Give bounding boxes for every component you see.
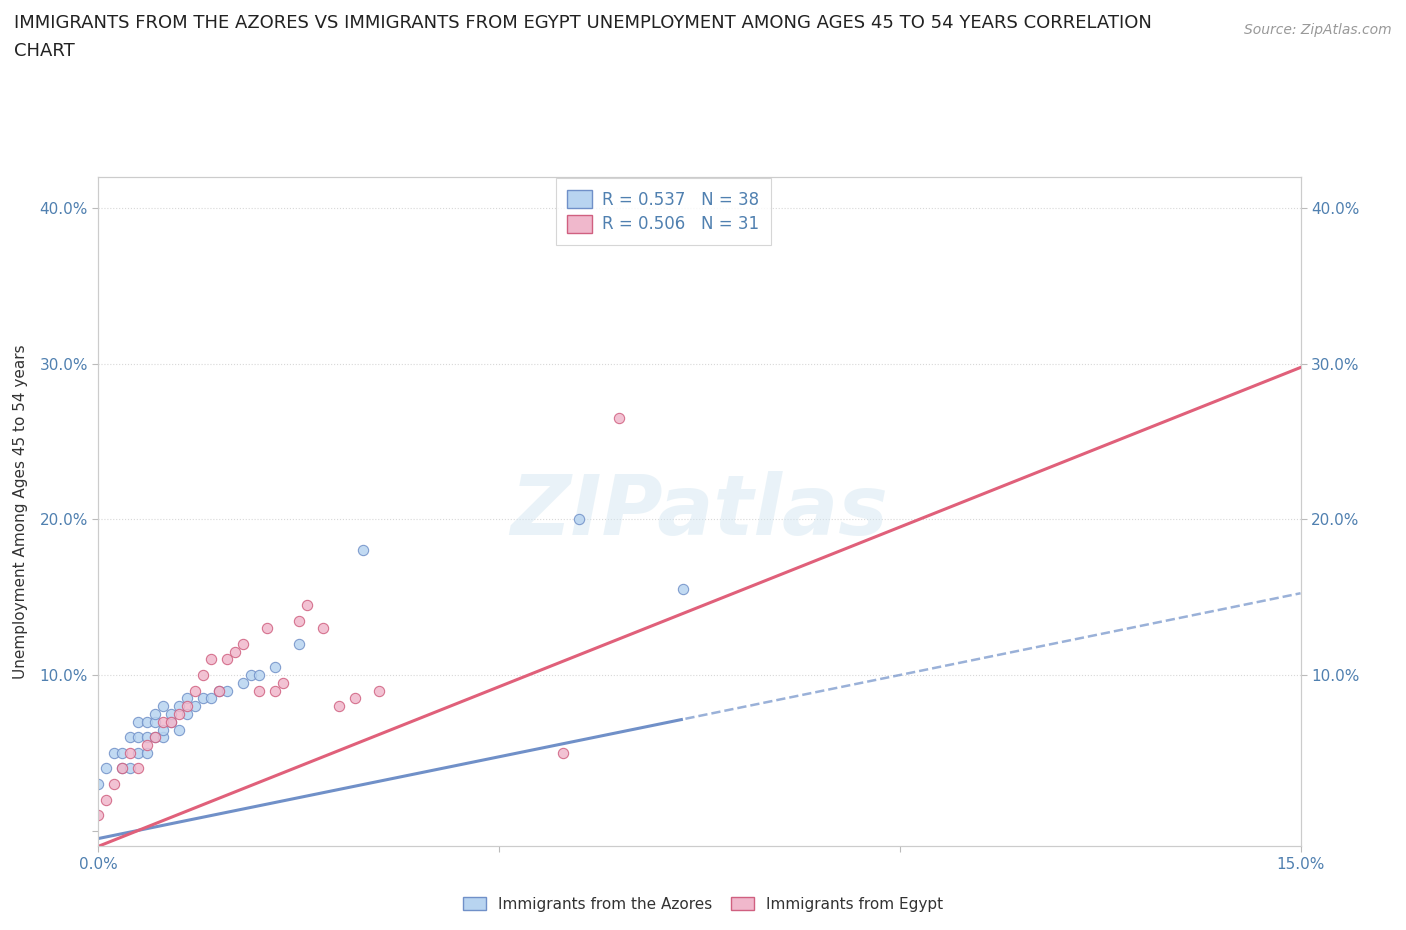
Point bbox=[263, 684, 285, 698]
Point bbox=[128, 714, 150, 729]
Point bbox=[120, 761, 142, 776]
Point bbox=[247, 668, 270, 683]
Point bbox=[183, 684, 205, 698]
Point bbox=[111, 761, 134, 776]
Point bbox=[103, 777, 125, 791]
Point bbox=[152, 714, 174, 729]
Point bbox=[111, 746, 134, 761]
Text: CHART: CHART bbox=[14, 42, 75, 60]
Point bbox=[553, 746, 575, 761]
Point bbox=[312, 621, 335, 636]
Point bbox=[135, 730, 157, 745]
Point bbox=[247, 684, 270, 698]
Point bbox=[87, 808, 110, 823]
Point bbox=[167, 707, 190, 722]
Point bbox=[176, 707, 198, 722]
Point bbox=[128, 730, 150, 745]
Point bbox=[135, 746, 157, 761]
Point bbox=[239, 668, 262, 683]
Point bbox=[120, 730, 142, 745]
Point bbox=[152, 730, 174, 745]
Point bbox=[232, 675, 254, 690]
Point bbox=[295, 597, 318, 612]
Point bbox=[143, 714, 166, 729]
Point bbox=[103, 746, 125, 761]
Point bbox=[152, 722, 174, 737]
Point bbox=[176, 691, 198, 706]
Point bbox=[224, 644, 246, 659]
Point bbox=[288, 613, 311, 628]
Point bbox=[159, 714, 181, 729]
Text: ZIPatlas: ZIPatlas bbox=[510, 471, 889, 552]
Legend: Immigrants from the Azores, Immigrants from Egypt: Immigrants from the Azores, Immigrants f… bbox=[457, 890, 949, 918]
Point bbox=[135, 714, 157, 729]
Point bbox=[256, 621, 278, 636]
Point bbox=[263, 659, 285, 674]
Point bbox=[271, 675, 294, 690]
Legend: R = 0.537   N = 38, R = 0.506   N = 31: R = 0.537 N = 38, R = 0.506 N = 31 bbox=[555, 179, 770, 245]
Point bbox=[128, 761, 150, 776]
Point bbox=[143, 707, 166, 722]
Point bbox=[167, 698, 190, 713]
Point bbox=[191, 668, 214, 683]
Point bbox=[368, 684, 391, 698]
Point bbox=[176, 698, 198, 713]
Point bbox=[96, 761, 118, 776]
Point bbox=[87, 777, 110, 791]
Point bbox=[183, 698, 205, 713]
Y-axis label: Unemployment Among Ages 45 to 54 years: Unemployment Among Ages 45 to 54 years bbox=[14, 344, 28, 679]
Text: Source: ZipAtlas.com: Source: ZipAtlas.com bbox=[1244, 23, 1392, 37]
Point bbox=[215, 652, 238, 667]
Point bbox=[208, 684, 231, 698]
Point bbox=[120, 746, 142, 761]
Point bbox=[152, 698, 174, 713]
Point bbox=[352, 543, 374, 558]
Point bbox=[672, 582, 695, 597]
Point bbox=[208, 684, 231, 698]
Point bbox=[143, 730, 166, 745]
Text: IMMIGRANTS FROM THE AZORES VS IMMIGRANTS FROM EGYPT UNEMPLOYMENT AMONG AGES 45 T: IMMIGRANTS FROM THE AZORES VS IMMIGRANTS… bbox=[14, 14, 1152, 32]
Point bbox=[609, 411, 631, 426]
Point bbox=[200, 652, 222, 667]
Point bbox=[96, 792, 118, 807]
Point bbox=[232, 636, 254, 651]
Point bbox=[159, 707, 181, 722]
Point bbox=[328, 698, 350, 713]
Point bbox=[135, 737, 157, 752]
Point bbox=[167, 722, 190, 737]
Point bbox=[568, 512, 591, 526]
Point bbox=[215, 684, 238, 698]
Point bbox=[159, 714, 181, 729]
Point bbox=[111, 761, 134, 776]
Point bbox=[143, 730, 166, 745]
Point bbox=[343, 691, 366, 706]
Point bbox=[288, 636, 311, 651]
Point bbox=[128, 746, 150, 761]
Point bbox=[200, 691, 222, 706]
Point bbox=[191, 691, 214, 706]
